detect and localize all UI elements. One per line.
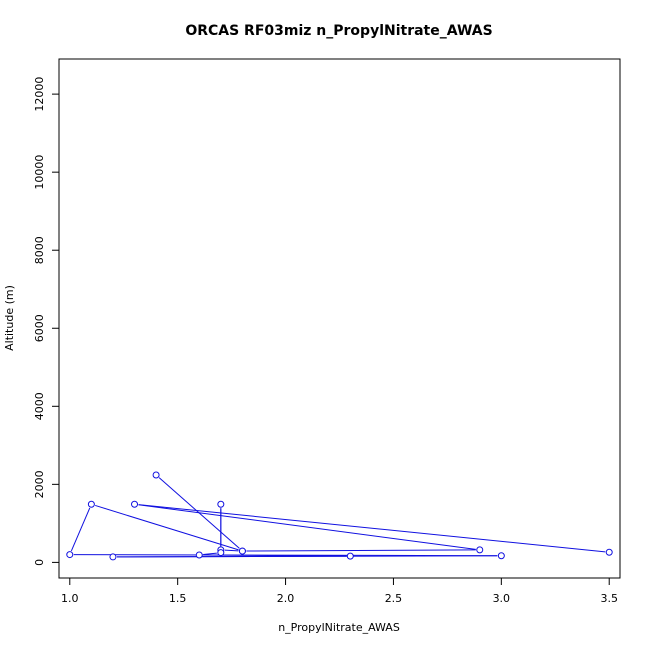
series-segment bbox=[224, 549, 239, 552]
series-segment bbox=[138, 504, 476, 550]
data-point bbox=[217, 500, 225, 508]
x-tick-label: 3.5 bbox=[600, 592, 618, 605]
data-point bbox=[346, 552, 354, 560]
y-tick-label: 4000 bbox=[33, 392, 46, 420]
x-tick-label: 1.5 bbox=[169, 592, 187, 605]
data-point bbox=[66, 551, 74, 559]
x-axis: 1.0 1.5 2.0 2.5 3.0 3.5 bbox=[61, 578, 618, 605]
chart-title: ORCAS RF03miz n_PropylNitrate_AWAS bbox=[185, 23, 492, 39]
data-point bbox=[87, 500, 95, 508]
y-axis-label: Altitude (m) bbox=[3, 285, 16, 351]
data-point bbox=[109, 553, 117, 561]
series-group bbox=[66, 471, 613, 561]
x-axis-label: n_PropylNitrate_AWAS bbox=[278, 621, 400, 634]
series-segment bbox=[70, 507, 91, 552]
y-tick-label: 6000 bbox=[33, 314, 46, 342]
x-tick-label: 2.5 bbox=[385, 592, 403, 605]
series-segment bbox=[73, 554, 498, 557]
y-tick-label: 0 bbox=[33, 559, 46, 566]
y-axis: 0 2000 4000 6000 8000 10000 12000 bbox=[33, 77, 59, 566]
data-point bbox=[131, 500, 139, 508]
series-segment bbox=[138, 504, 606, 553]
series-segment bbox=[203, 552, 217, 556]
data-point bbox=[476, 546, 484, 554]
y-tick-label: 10000 bbox=[33, 155, 46, 190]
data-point bbox=[238, 547, 246, 555]
series-segment bbox=[246, 549, 476, 552]
data-point bbox=[152, 471, 160, 479]
y-tick-label: 8000 bbox=[33, 236, 46, 264]
x-tick-label: 2.0 bbox=[277, 592, 295, 605]
x-tick-label: 1.0 bbox=[61, 592, 79, 605]
series-segment bbox=[95, 504, 239, 551]
data-point bbox=[497, 552, 505, 560]
data-point bbox=[605, 548, 613, 556]
data-point bbox=[217, 549, 225, 557]
plot-frame bbox=[58, 58, 621, 579]
x-tick-label: 3.0 bbox=[493, 592, 511, 605]
y-tick-label: 2000 bbox=[33, 470, 46, 498]
y-tick-label: 12000 bbox=[33, 77, 46, 112]
data-point bbox=[195, 551, 203, 559]
